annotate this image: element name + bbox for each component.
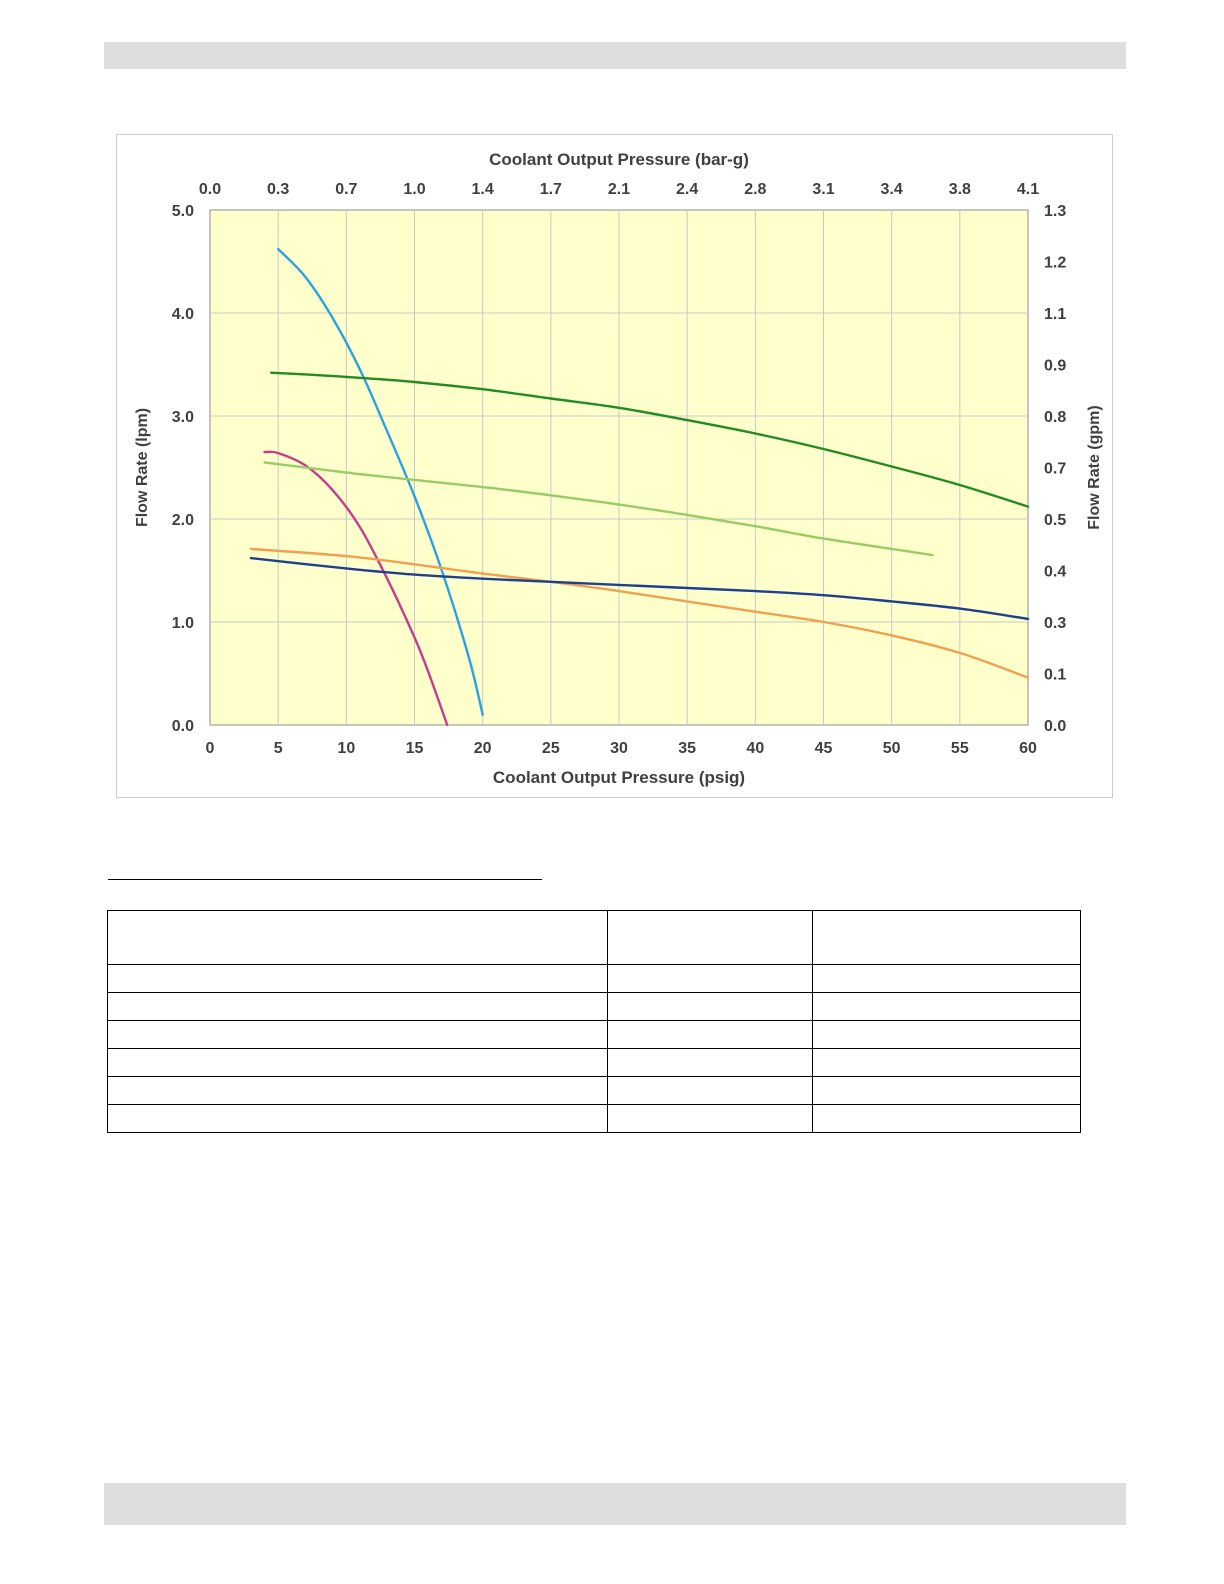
x2-tick-label: 0.0 xyxy=(199,181,221,198)
x2-tick-label: 4.1 xyxy=(1017,181,1039,198)
x2-tick-label: 3.8 xyxy=(949,181,971,198)
x2-tick-label: 3.4 xyxy=(881,181,903,198)
y-tick-label: 5.0 xyxy=(172,203,194,220)
y2-axis-label: Flow Rate (gpm) xyxy=(1086,405,1103,529)
table-cell xyxy=(607,1020,814,1049)
table-cell xyxy=(812,992,1081,1021)
x2-tick-label: 0.7 xyxy=(335,181,357,198)
y-tick-label: 4.0 xyxy=(172,306,194,323)
y-tick-label: 2.0 xyxy=(172,512,194,529)
x2-axis-label: Coolant Output Pressure (bar-g) xyxy=(489,150,749,169)
y-tick-label: 0.0 xyxy=(172,718,194,735)
x-tick-label: 55 xyxy=(951,740,969,757)
y2-tick-label: 0.4 xyxy=(1044,564,1066,581)
y2-tick-label: 0.8 xyxy=(1044,409,1066,426)
series-line-1 xyxy=(277,247,484,716)
x2-tick-label: 1.4 xyxy=(472,181,494,198)
x-tick-label: 15 xyxy=(406,740,424,757)
x-tick-label: 60 xyxy=(1019,740,1037,757)
table-row xyxy=(106,964,1081,993)
series-line-3 xyxy=(270,371,1030,508)
chart-canvas: 0 5 10 15 20 25 30 35 40 45 50 55 60 0.0 0.3 0.7 1.0 1.4 1… xyxy=(134,150,1103,787)
x2-tick-label: 2.8 xyxy=(744,181,766,198)
y-tick-label: 3.0 xyxy=(172,409,194,426)
series-line-5 xyxy=(249,547,1030,679)
x-axis-label: Coolant Output Pressure (psig) xyxy=(493,768,745,787)
table-cell xyxy=(607,1104,814,1133)
x-tick-label: 20 xyxy=(474,740,492,757)
table-row xyxy=(106,1048,1081,1077)
table-row xyxy=(106,1104,1081,1133)
series-line-2 xyxy=(263,450,449,727)
table-cell xyxy=(812,1048,1081,1077)
x-tick-label: 50 xyxy=(883,740,901,757)
series-line-4 xyxy=(263,461,934,557)
y2-tick-label: 1.3 xyxy=(1044,203,1066,220)
footer-band xyxy=(104,1483,1126,1525)
table-row xyxy=(106,992,1081,1021)
table-cell xyxy=(812,1104,1081,1133)
y2-tick-label: 0.0 xyxy=(1044,718,1066,735)
x-tick-label: 35 xyxy=(678,740,696,757)
x-tick-label: 10 xyxy=(337,740,355,757)
table-row xyxy=(106,1020,1081,1049)
x2-tick-label: 0.3 xyxy=(267,181,289,198)
table-cell xyxy=(607,1048,814,1077)
table-header-row xyxy=(106,910,1081,965)
tick-labels: 0 5 10 15 20 25 30 35 40 45 50 55 60 0.0 0.3 0.7 1.0 1.4 1… xyxy=(172,181,1067,757)
table-row xyxy=(106,1076,1081,1105)
y2-tick-label: 0.9 xyxy=(1044,358,1066,375)
x2-tick-label: 1.0 xyxy=(403,181,425,198)
section-rule xyxy=(108,879,542,880)
table-cell xyxy=(106,1048,609,1077)
x-tick-label: 5 xyxy=(274,740,283,757)
y2-tick-label: 0.3 xyxy=(1044,615,1066,632)
table-cell xyxy=(106,992,609,1021)
y2-tick-label: 1.1 xyxy=(1044,306,1066,323)
table-cell xyxy=(106,1020,609,1049)
y-tick-label: 1.0 xyxy=(172,615,194,632)
x2-tick-label: 3.1 xyxy=(812,181,834,198)
series-line-6 xyxy=(249,556,1030,621)
header-band xyxy=(104,42,1126,69)
series-lines xyxy=(249,247,1030,727)
table-cell xyxy=(607,910,814,965)
table-cell xyxy=(607,1076,814,1105)
table-cell xyxy=(607,992,814,1021)
table-cell xyxy=(812,964,1081,993)
x2-tick-label: 2.1 xyxy=(608,181,630,198)
table-cell xyxy=(812,1076,1081,1105)
flow-rate-chart: 0 5 10 15 20 25 30 35 40 45 50 55 60 0.0 0.3 0.7 1.0 1.4 1… xyxy=(116,134,1113,798)
x2-tick-label: 1.7 xyxy=(540,181,562,198)
y2-tick-label: 0.7 xyxy=(1044,461,1066,478)
table-cell xyxy=(607,964,814,993)
y2-tick-label: 1.2 xyxy=(1044,255,1066,272)
x-tick-label: 30 xyxy=(610,740,628,757)
table-cell xyxy=(106,910,609,965)
x-tick-label: 45 xyxy=(815,740,833,757)
table-cell xyxy=(812,1020,1081,1049)
y2-tick-label: 0.5 xyxy=(1044,512,1066,529)
y-axis-label: Flow Rate (lpm) xyxy=(134,408,151,527)
x-tick-label: 0 xyxy=(206,740,215,757)
table-cell xyxy=(812,910,1081,965)
x-tick-label: 40 xyxy=(746,740,764,757)
table-cell xyxy=(106,1104,609,1133)
table-cell xyxy=(106,1076,609,1105)
x2-tick-label: 2.4 xyxy=(676,181,698,198)
x-tick-label: 25 xyxy=(542,740,560,757)
y2-tick-label: 0.1 xyxy=(1044,667,1066,684)
spec-table xyxy=(106,910,1081,1133)
table-cell xyxy=(106,964,609,993)
